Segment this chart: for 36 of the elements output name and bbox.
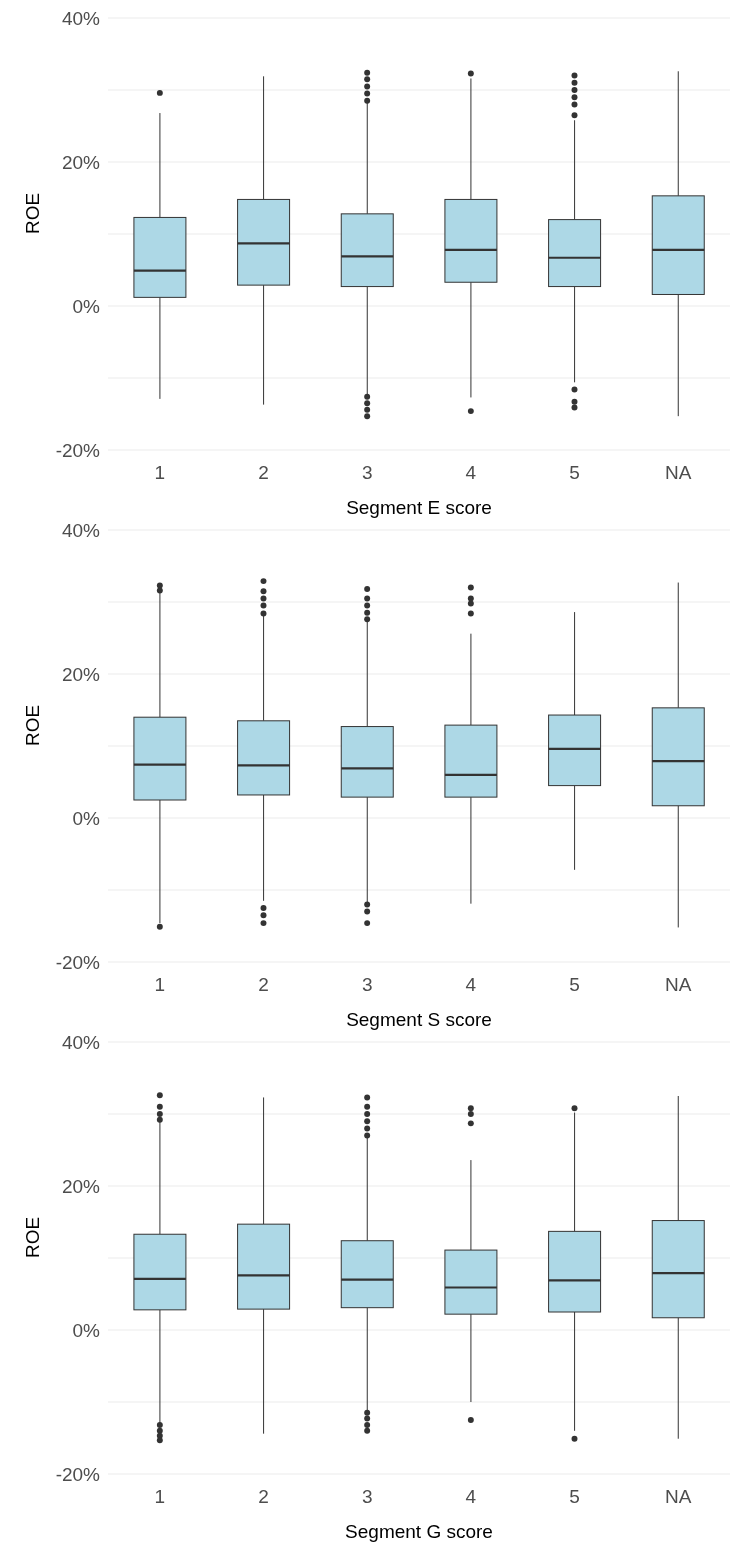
x-tick-label: 5 [569,462,580,484]
y-tick-label: 40% [61,519,101,541]
y-tick-label: 20% [61,1175,101,1197]
y-axis-title: ROE [21,1216,43,1258]
y-tick-label: 40% [61,7,101,29]
x-tick-label: NA [664,462,692,484]
x-tick-label: 2 [258,974,269,996]
y-tick-label: 40% [61,1031,101,1053]
x-axis-title: Segment E score [346,497,492,518]
y-axis-title: ROE [21,192,43,234]
x-tick-label: 4 [465,974,477,996]
y-tick-label: 0% [72,807,101,829]
y-tick-label: 0% [72,1319,101,1341]
x-tick-label: NA [664,974,692,996]
x-tick-label: 3 [361,974,373,996]
x-tick-label: 5 [569,974,580,996]
y-tick-label: -20% [55,951,101,973]
y-axis-title: ROE [21,704,43,746]
x-tick-label: 4 [465,1486,477,1508]
x-tick-label: 1 [154,462,166,484]
y-tick-label: 20% [61,151,101,173]
x-tick-label: 3 [361,1486,373,1508]
x-tick-label: 3 [361,462,373,484]
x-tick-label: 5 [569,1486,580,1508]
x-tick-label: 2 [258,462,269,484]
x-tick-label: 4 [465,462,477,484]
x-tick-label: NA [664,1486,692,1508]
x-tick-label: 1 [154,1486,166,1508]
x-axis-title: Segment S score [346,1009,492,1030]
x-tick-label: 2 [258,1486,269,1508]
y-tick-label: 20% [61,663,101,685]
y-tick-label: -20% [55,439,101,461]
y-tick-label: 0% [72,295,101,317]
y-tick-label: -20% [55,1463,101,1485]
x-axis-title: Segment G score [345,1521,493,1542]
x-tick-label: 1 [154,974,166,996]
